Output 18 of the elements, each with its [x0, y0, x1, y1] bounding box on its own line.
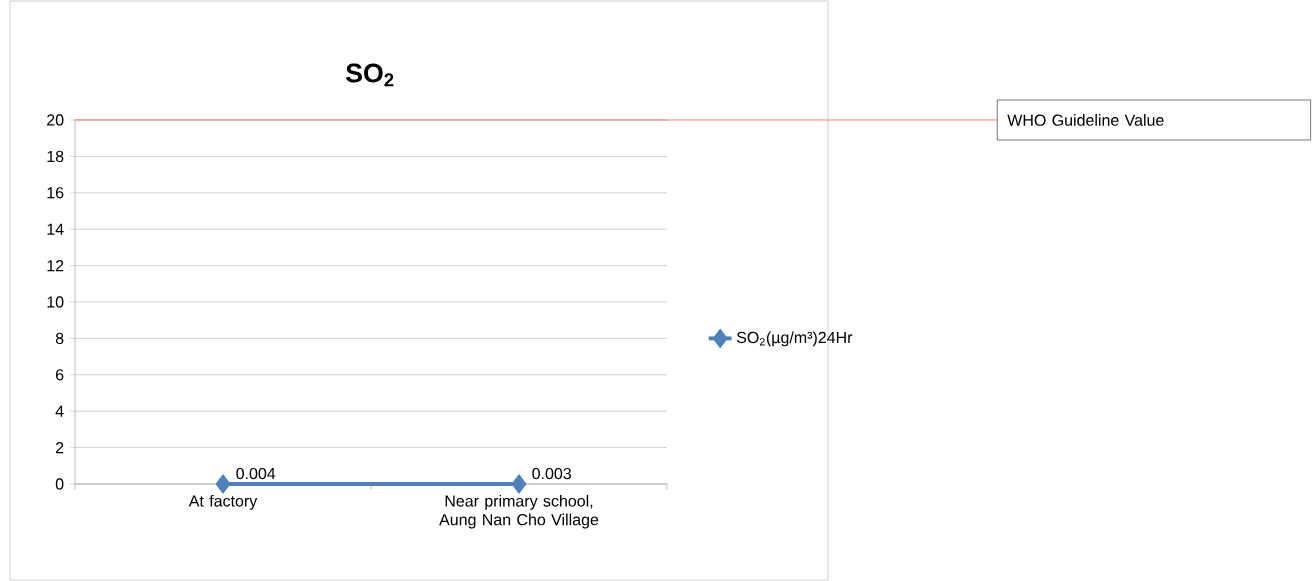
legend-label: SO$_{2}$(µg/m³)24Hr — [736, 331, 853, 347]
y-tick-label: 20 — [47, 114, 64, 126]
y-tick-label: 14 — [47, 223, 64, 235]
y-tick-label: 6 — [55, 369, 64, 381]
y-tick-label: 2 — [55, 442, 64, 454]
y-tick-label: 12 — [47, 260, 64, 272]
data-label: 0.003 — [532, 467, 571, 480]
y-tick-label: 8 — [55, 332, 64, 345]
x-tick-label: At factory — [188, 494, 258, 510]
ref-line-label: WHO Guideline Value — [1007, 114, 1164, 126]
chart-title: SO$_{2}$ — [345, 63, 394, 87]
y-tick-label: 4 — [55, 405, 64, 417]
y-tick-label: 16 — [47, 187, 64, 199]
y-tick-label: 0 — [55, 478, 64, 490]
x-tick-label: Near primary school, Aung Nan Cho Village — [439, 494, 599, 529]
data-label: 0.004 — [236, 467, 276, 480]
y-tick-label: 10 — [47, 296, 64, 308]
y-tick-label: 18 — [47, 150, 64, 163]
